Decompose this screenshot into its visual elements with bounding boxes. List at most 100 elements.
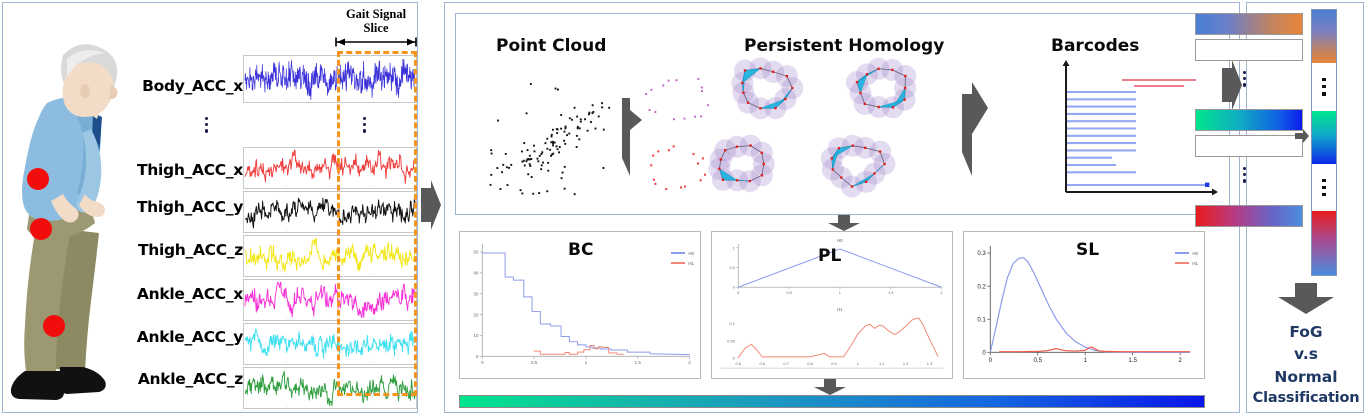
feature-vector-ellipsis-top (1243, 71, 1247, 87)
legend-label-h1: H1 (1192, 260, 1198, 266)
signal-plot-thigh-acc-z (243, 235, 417, 277)
svg-text:1.5: 1.5 (1128, 357, 1137, 364)
feature-vector-bar-3 (1195, 109, 1303, 131)
result-line-3: Normal (1274, 367, 1338, 386)
sensor-marker-ankle (43, 315, 65, 337)
svg-text:50: 50 (473, 250, 479, 255)
signal-label-ankle-acc-z: Ankle_ACC_z (137, 370, 243, 388)
classification-result-label: FoG v.s Normal Classification (1241, 321, 1366, 409)
signal-label-ankle-acc-x: Ankle_ACC_x (136, 285, 243, 303)
svg-text:1: 1 (1083, 357, 1087, 364)
legend-label-h0: H0 (688, 250, 694, 256)
svg-text:0: 0 (476, 354, 479, 359)
svg-text:1: 1 (733, 245, 735, 250)
stage-title-barcodes: Barcodes (1051, 36, 1140, 56)
chart-title-bc: BC (568, 240, 594, 260)
svg-text:30: 30 (473, 291, 479, 296)
signal-label-ellipsis (205, 117, 209, 133)
legend-label-h1: H1 (688, 260, 694, 266)
legend-swatch-h0 (671, 252, 686, 254)
chart-card-pl: PL H0 0 0.5 1 0 0.5 1 1.5 2 H1 0 0.05 0.1 0.5 0.6 0.7 0.… (711, 231, 953, 379)
signal-plot-body-acc-x (243, 55, 417, 103)
signal-plot-ankle-acc-x (243, 279, 417, 321)
point-cloud-scatter (489, 77, 710, 196)
legend-swatch-h1 (671, 262, 686, 264)
svg-text:0.1: 0.1 (977, 316, 986, 323)
signal-label-body-acc-x: Body_ACC_x (142, 77, 243, 95)
stacked-segment-3 (1312, 110, 1336, 164)
gait-slice-selection-box (337, 51, 417, 396)
sensor-signal-panel: Body_ACC_x Thigh_ACC_x Thigh_ACC_y Thigh… (2, 2, 418, 413)
bc-plot: 0 10 20 30 40 50 0 0.5 1 1.5 2 (473, 243, 691, 365)
stacked-segment-1 (1312, 10, 1336, 63)
chart-title-sl: SL (1076, 240, 1100, 260)
legend-row-h0: H0 (671, 248, 694, 258)
legend-swatch-h0 (1175, 252, 1190, 254)
gait-slice-label: Gait Signal Slice (333, 7, 419, 35)
signal-label-thigh-acc-x: Thigh_ACC_x (137, 161, 243, 179)
arrow-down-to-classification (1278, 283, 1334, 314)
signal-plot-ellipsis (363, 117, 367, 133)
svg-text:H1: H1 (837, 307, 843, 312)
svg-text:10: 10 (473, 333, 479, 338)
svg-text:1: 1 (585, 360, 588, 365)
result-line-1: FoG (1289, 323, 1323, 341)
svg-text:1.5: 1.5 (888, 290, 894, 295)
svg-text:0.5: 0.5 (786, 290, 792, 295)
svg-text:0.3: 0.3 (977, 250, 986, 257)
svg-text:0: 0 (733, 285, 736, 290)
signal-plot-column (243, 17, 417, 409)
signal-label-column: Body_ACC_x Thigh_ACC_x Thigh_ACC_y Thigh… (125, 17, 244, 407)
svg-text:1.3: 1.3 (927, 361, 933, 366)
svg-text:0: 0 (737, 290, 740, 295)
svg-text:2: 2 (688, 360, 691, 365)
legend-swatch-h1 (1175, 262, 1190, 264)
svg-text:0.9: 0.9 (831, 361, 836, 366)
svg-text:1.2: 1.2 (903, 361, 908, 366)
signal-label-thigh-acc-z: Thigh_ACC_z (137, 241, 243, 259)
svg-text:1: 1 (839, 290, 841, 295)
svg-text:1.1: 1.1 (879, 361, 884, 366)
arrow-left-to-middle (421, 180, 441, 230)
svg-text:0: 0 (481, 360, 484, 365)
patient-illustration (10, 44, 118, 400)
feature-vector-bar-2 (1195, 39, 1303, 61)
arrow-down-to-feature-vector (814, 379, 846, 395)
svg-text:20: 20 (473, 312, 479, 317)
legend-sl: H0 H1 (1175, 248, 1198, 268)
feature-vector-bar-4 (1195, 135, 1303, 157)
simplicial-complex-diagrams (708, 57, 988, 198)
svg-text:0.7: 0.7 (783, 361, 788, 366)
stacked-segment-ellipsis-2 (1312, 63, 1336, 111)
signal-plot-thigh-acc-x (243, 147, 417, 189)
stacked-feature-matrix (1311, 9, 1337, 276)
concatenated-feature-vector (459, 395, 1205, 408)
sensor-marker-thigh (30, 218, 52, 240)
svg-text:0.5: 0.5 (531, 360, 538, 365)
chart-card-sl: SL 0 0.1 0.2 0.3 0 0.5 1 1.5 2 H0 H1 (963, 231, 1205, 379)
topological-pipeline-panel: Point Cloud Persistent Homology Barcodes… (444, 2, 1240, 413)
svg-text:2: 2 (1178, 357, 1182, 364)
svg-text:1: 1 (857, 361, 859, 366)
svg-text:0.1: 0.1 (729, 321, 734, 326)
signal-plot-thigh-acc-y (243, 191, 417, 233)
signal-label-thigh-acc-y: Thigh_ACC_y (136, 198, 243, 216)
svg-text:0.2: 0.2 (977, 283, 986, 290)
chart-card-bc: BC 0 10 20 30 40 50 0 0.5 1 1.5 2 H0 H1 (459, 231, 701, 379)
svg-text:0: 0 (982, 350, 986, 357)
arrow-middle-to-right (1222, 60, 1242, 110)
legend-row-h1: H1 (1175, 258, 1198, 268)
result-line-4: Classification (1252, 390, 1360, 407)
sensor-marker-body (27, 168, 49, 190)
barcode-diagram (1062, 60, 1218, 196)
feature-vector-bar-1 (1195, 13, 1303, 35)
signal-label-ankle-acc-y: Ankle_ACC_y (136, 328, 244, 346)
svg-text:2: 2 (940, 290, 942, 295)
chart-title-pl: PL (818, 246, 842, 266)
stage-title-persistent-homology: Persistent Homology (744, 36, 945, 56)
legend-row-h0: H0 (1175, 248, 1198, 258)
arrow-down-to-featurizations (828, 215, 860, 231)
signal-plot-ankle-acc-z (243, 367, 417, 409)
